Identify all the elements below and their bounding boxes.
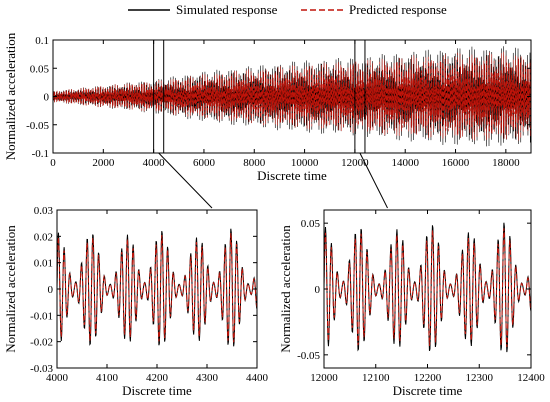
x-tick-label: 2000: [92, 157, 115, 169]
legend: Simulated response Predicted response: [128, 2, 447, 17]
zoom-connectors: [153, 39, 388, 209]
y-tick-label: 0: [48, 284, 54, 296]
x-tick-label: 6000: [193, 157, 216, 169]
x-axis-title: Discrete time: [257, 168, 327, 183]
x-axis-title: Discrete time: [393, 383, 463, 398]
y-tick-label: 0: [315, 284, 321, 296]
x-tick-label: 8000: [243, 157, 266, 169]
x-tick-label: 4000: [46, 372, 69, 384]
x-tick-label: 4000: [143, 157, 166, 169]
y-tick-label: -0.05: [26, 120, 49, 132]
y-tick-label: -0.02: [30, 337, 53, 349]
y-tick-label: 0: [44, 92, 50, 104]
x-tick-label: 16000: [442, 157, 470, 169]
y-tick-label: 0.02: [34, 231, 53, 243]
x-tick-label: 0: [50, 157, 56, 169]
x-tick-label: 12000: [341, 157, 369, 169]
x-tick-label: 18000: [492, 157, 520, 169]
y-axis-title: Normalized acceleration: [278, 225, 293, 353]
y-axis-title: Normalized acceleration: [3, 225, 18, 353]
predicted-series-line: [53, 51, 531, 141]
y-tick-label: -0.03: [30, 363, 53, 375]
main-traces: [53, 46, 531, 147]
x-axis-title: Discrete time: [122, 383, 192, 398]
x-tick-label: 12300: [466, 372, 494, 384]
y-tick-label: 0.1: [35, 35, 49, 47]
zoom-connector-line: [158, 152, 213, 209]
y-tick-label: -0.1: [32, 148, 49, 160]
x-tick-label: 4300: [196, 372, 219, 384]
x-tick-label: 4400: [246, 372, 269, 384]
y-tick-label: -0.05: [297, 350, 320, 362]
x-tick-label: 12400: [517, 372, 545, 384]
predicted-series-line: [57, 233, 257, 343]
legend-simulated-label: Simulated response: [176, 2, 278, 17]
x-tick-label: 10000: [291, 157, 319, 169]
x-tick-label: 12100: [362, 372, 390, 384]
x-tick-label: 4100: [96, 372, 119, 384]
main-panel: 0 2000 4000 6000 8000 10000 12000 14000 16000 180…: [3, 32, 532, 183]
y-tick-label: 0.05: [30, 63, 50, 75]
x-tick-label: 14000: [391, 157, 419, 169]
x-tick-label: 12200: [414, 372, 442, 384]
y-tick-label: 0.03: [34, 205, 54, 217]
y-tick-label: 0.05: [301, 218, 321, 230]
legend-predicted-label: Predicted response: [349, 2, 447, 17]
x-tick-label: 12000: [310, 372, 338, 384]
zoom-connector-line: [359, 152, 388, 209]
zoom-right-panel: 12000 12100 12200 12300 12400 -0.05 0 0.05 Discr…: [278, 209, 545, 398]
zoom-left-traces: [57, 228, 257, 347]
y-axis-title: Normalized acceleration: [3, 32, 18, 160]
zoom-left-panel: 4000 4100 4200 4300 4400 -0.03 -0.02 -0.01 0 0.01…: [3, 205, 269, 398]
y-tick-label: -0.01: [30, 310, 53, 322]
zoom-right-traces: [324, 222, 531, 353]
y-tick-label: 0.01: [34, 258, 53, 270]
x-tick-label: 4200: [146, 372, 169, 384]
